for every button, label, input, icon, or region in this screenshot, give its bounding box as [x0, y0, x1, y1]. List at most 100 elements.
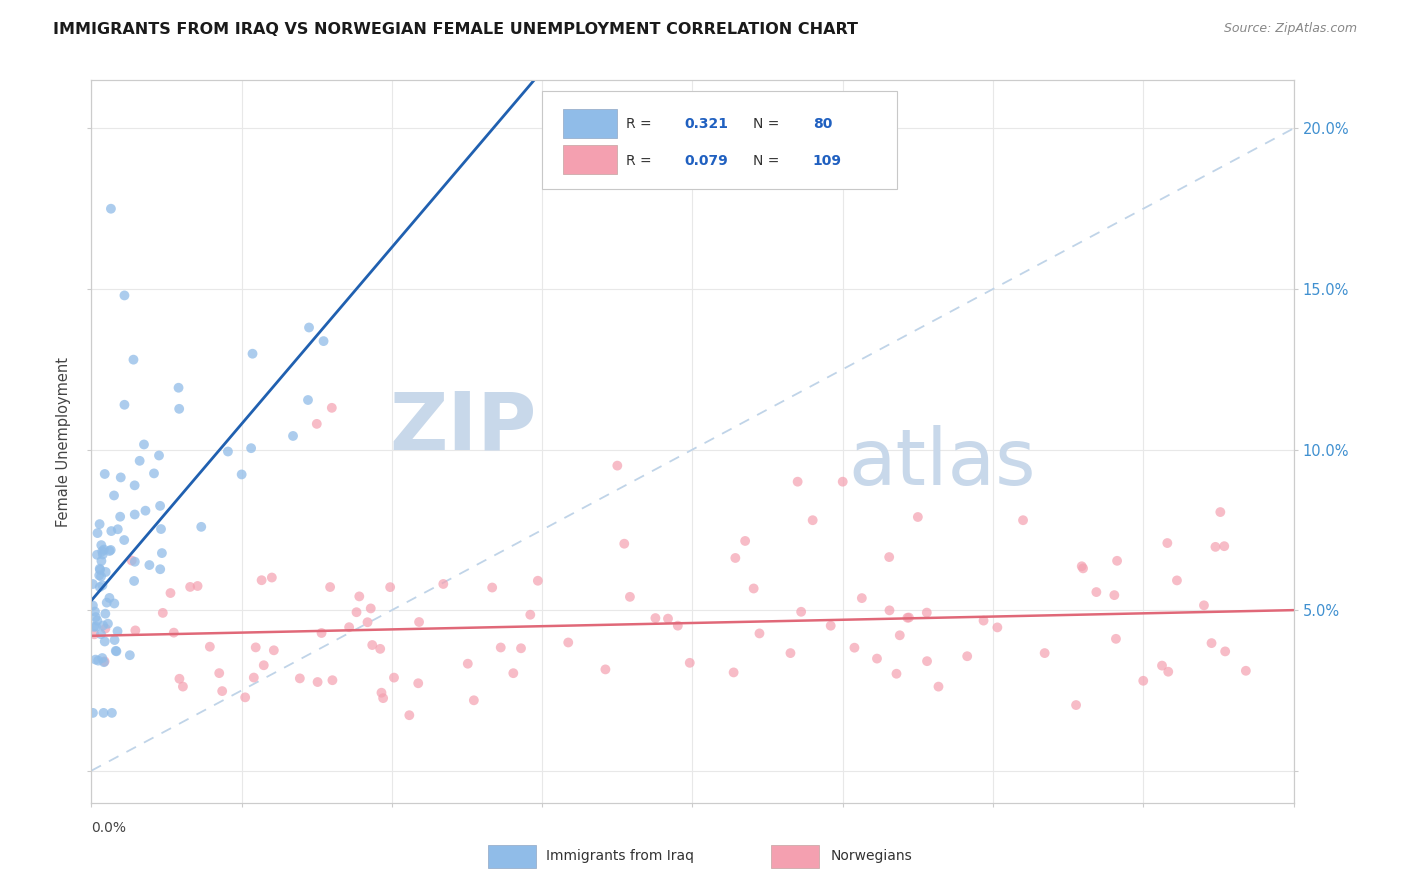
Point — [93, 706, 115, 720]
Point — [124, 508, 146, 522]
Point — [187, 579, 209, 593]
Point — [619, 590, 641, 604]
FancyBboxPatch shape — [488, 845, 536, 868]
Point — [382, 671, 405, 685]
Point — [101, 706, 124, 720]
Point — [152, 606, 174, 620]
Point — [233, 690, 256, 705]
Point — [110, 470, 132, 484]
Point — [107, 522, 129, 536]
Point — [253, 658, 276, 673]
Point — [118, 648, 141, 663]
Point — [217, 444, 239, 458]
Point — [242, 347, 264, 361]
Point — [84, 610, 107, 624]
Point — [167, 401, 190, 416]
Point — [179, 580, 201, 594]
Point — [844, 640, 866, 655]
Point — [288, 672, 311, 686]
Point — [432, 577, 454, 591]
Point — [1209, 505, 1232, 519]
Point — [398, 708, 420, 723]
Point — [742, 582, 765, 596]
Point — [93, 654, 115, 668]
Point — [114, 288, 136, 302]
Point — [644, 611, 666, 625]
Point — [321, 401, 343, 415]
Point — [801, 513, 824, 527]
Point — [91, 578, 114, 592]
Point — [124, 555, 146, 569]
Point — [150, 546, 173, 560]
Point — [82, 577, 104, 591]
Point — [211, 684, 233, 698]
Point — [1166, 574, 1188, 588]
Point — [408, 615, 430, 629]
Point — [149, 499, 172, 513]
Point — [103, 488, 125, 502]
Point — [114, 398, 136, 412]
Point — [86, 614, 108, 628]
Point — [1012, 513, 1035, 527]
Point — [321, 673, 343, 688]
Text: N =: N = — [752, 117, 783, 130]
Y-axis label: Female Unemployment: Female Unemployment — [56, 357, 72, 526]
Point — [927, 680, 949, 694]
Point — [889, 628, 911, 642]
Point — [104, 644, 127, 658]
Point — [94, 622, 117, 636]
Text: 0.079: 0.079 — [685, 154, 728, 169]
Point — [666, 618, 689, 632]
Point — [457, 657, 479, 671]
Point — [98, 591, 121, 605]
Point — [124, 478, 146, 492]
Point — [87, 654, 110, 668]
Point — [90, 538, 112, 552]
Point — [915, 654, 938, 668]
Point — [606, 458, 628, 473]
Point — [866, 651, 889, 665]
Point — [378, 580, 401, 594]
Text: 0.0%: 0.0% — [91, 821, 127, 835]
Point — [1213, 644, 1236, 658]
Point — [723, 665, 745, 680]
Point — [134, 504, 156, 518]
Point — [172, 680, 194, 694]
Point — [90, 569, 112, 583]
Text: IMMIGRANTS FROM IRAQ VS NORWEGIAN FEMALE UNEMPLOYMENT CORRELATION CHART: IMMIGRANTS FROM IRAQ VS NORWEGIAN FEMALE… — [53, 22, 859, 37]
Point — [91, 548, 114, 562]
Point — [100, 202, 122, 216]
FancyBboxPatch shape — [543, 91, 897, 189]
Point — [83, 627, 105, 641]
Point — [337, 620, 360, 634]
Point — [93, 655, 115, 669]
Point — [1107, 554, 1129, 568]
Point — [831, 475, 853, 489]
Point — [93, 542, 115, 557]
Text: R =: R = — [626, 154, 657, 169]
Point — [245, 640, 267, 655]
Point — [121, 553, 143, 567]
Point — [250, 573, 273, 587]
Point — [915, 606, 938, 620]
Text: 80: 80 — [813, 117, 832, 130]
Point — [1132, 673, 1154, 688]
Point — [103, 597, 125, 611]
Text: Source: ZipAtlas.com: Source: ZipAtlas.com — [1223, 22, 1357, 36]
Point — [89, 580, 111, 594]
Point — [169, 672, 191, 686]
Point — [489, 640, 512, 655]
Point — [122, 352, 145, 367]
Point — [346, 605, 368, 619]
Point — [360, 601, 382, 615]
Point — [82, 706, 104, 720]
Point — [167, 381, 190, 395]
Point — [356, 615, 378, 630]
Point — [112, 533, 135, 547]
Point — [89, 563, 111, 577]
Text: ZIP: ZIP — [389, 388, 536, 467]
FancyBboxPatch shape — [562, 109, 617, 138]
Point — [779, 646, 801, 660]
Point — [86, 526, 108, 541]
Point — [297, 392, 319, 407]
